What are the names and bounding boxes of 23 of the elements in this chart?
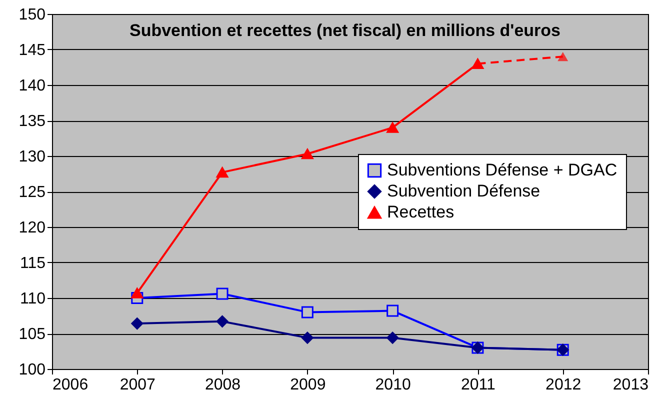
y-tick-label: 110	[20, 290, 46, 308]
x-tick-label: 2013	[612, 376, 649, 394]
y-tick-label: 130	[18, 148, 46, 166]
y-tick-label: 120	[18, 220, 46, 236]
x-tick-label: 2010	[375, 376, 411, 394]
x-tick-label: 2009	[290, 376, 326, 394]
y-tick-label: 105	[18, 326, 46, 343]
y-tick-label: 115	[20, 255, 46, 272]
chart-title: Subvention et recettes (net fiscal) en millions d'euros	[129, 21, 561, 40]
y-tick-label: 145	[18, 42, 46, 59]
x-tick-label: 2007	[120, 376, 156, 394]
y-tick-label: 135	[18, 113, 46, 130]
x-tick-label: 2006	[52, 376, 88, 394]
y-tick-label: 150	[18, 6, 46, 24]
y-tick-label: 140	[18, 78, 46, 94]
x-tick-label: 2011	[461, 376, 496, 394]
y-tick-label: 100	[18, 362, 46, 378]
x-tick-label: 2008	[204, 376, 241, 394]
legend-label: Subventions Défense + DGAC	[387, 160, 618, 180]
legend-label: Subvention Défense	[387, 182, 540, 200]
legend-label: Recettes	[387, 202, 454, 222]
x-tick-label: 2012	[546, 376, 582, 394]
y-tick-label: 125	[18, 184, 46, 201]
